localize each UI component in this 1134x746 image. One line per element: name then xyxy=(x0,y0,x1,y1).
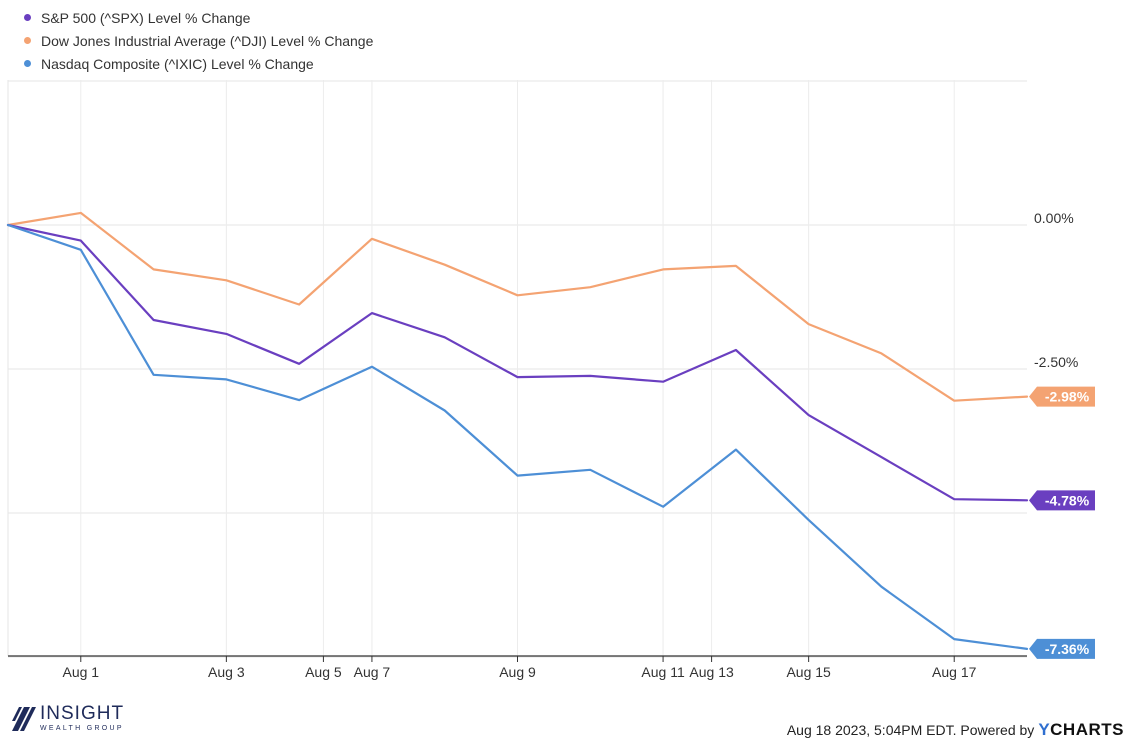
series-line xyxy=(6,223,1029,502)
end-value-label: -7.36% xyxy=(1045,641,1090,657)
legend-item-dji[interactable]: Dow Jones Industrial Average (^DJI) Leve… xyxy=(24,29,373,52)
x-tick-label: Aug 1 xyxy=(62,664,99,680)
ycharts-logo-y: Y xyxy=(1038,720,1051,739)
ycharts-logo[interactable]: YCHARTS xyxy=(1038,720,1124,740)
x-tick-label: Aug 11 xyxy=(641,664,685,680)
series-line xyxy=(6,223,1029,651)
end-value-label: -2.98% xyxy=(1045,389,1090,405)
x-tick-label: Aug 3 xyxy=(208,664,245,680)
y-tick-label: 0.00% xyxy=(1034,210,1074,226)
chart-legend: S&P 500 (^SPX) Level % Change Dow Jones … xyxy=(24,6,373,75)
insight-logo: INSIGHT WEALTH GROUP xyxy=(12,704,124,733)
legend-item-ixic[interactable]: Nasdaq Composite (^IXIC) Level % Change xyxy=(24,52,373,75)
x-tick-label: Aug 9 xyxy=(499,664,536,680)
timestamp-text: Aug 18 2023, 5:04PM EDT. Powered by xyxy=(786,722,1035,738)
end-value-tag xyxy=(1029,638,1095,659)
end-value-tag xyxy=(1029,490,1095,511)
ycharts-logo-rest: CHARTS xyxy=(1050,720,1124,739)
series-line xyxy=(6,211,1029,402)
stripes-icon xyxy=(12,706,36,731)
x-tick-label: Aug 7 xyxy=(354,664,391,680)
x-tick-label: Aug 17 xyxy=(932,664,977,680)
footer-attribution: Aug 18 2023, 5:04PM EDT. Powered by YCHA… xyxy=(787,720,1124,740)
x-tick-label: Aug 5 xyxy=(305,664,342,680)
y-tick-label: -2.50% xyxy=(1034,354,1078,370)
line-chart: Aug 1 Aug 3 Aug 5 Aug 7 Aug 9 Aug 11 Aug 13 Aug… xyxy=(6,80,1095,680)
x-tick-label: Aug 15 xyxy=(786,664,831,680)
legend-swatch-dji xyxy=(24,37,31,44)
end-value-label: -4.78% xyxy=(1045,492,1090,508)
logo-main-text: INSIGHT xyxy=(40,703,125,724)
logo-sub-text: WEALTH GROUP xyxy=(40,725,124,732)
legend-swatch-spx xyxy=(24,14,31,21)
end-value-tag xyxy=(1029,386,1095,407)
legend-label-spx: S&P 500 (^SPX) Level % Change xyxy=(41,9,251,26)
x-tick-label: Aug 13 xyxy=(689,664,734,680)
legend-label-dji: Dow Jones Industrial Average (^DJI) Leve… xyxy=(41,32,374,49)
legend-item-spx[interactable]: S&P 500 (^SPX) Level % Change xyxy=(24,6,373,29)
legend-swatch-ixic xyxy=(24,60,31,67)
legend-label-ixic: Nasdaq Composite (^IXIC) Level % Change xyxy=(41,55,314,72)
